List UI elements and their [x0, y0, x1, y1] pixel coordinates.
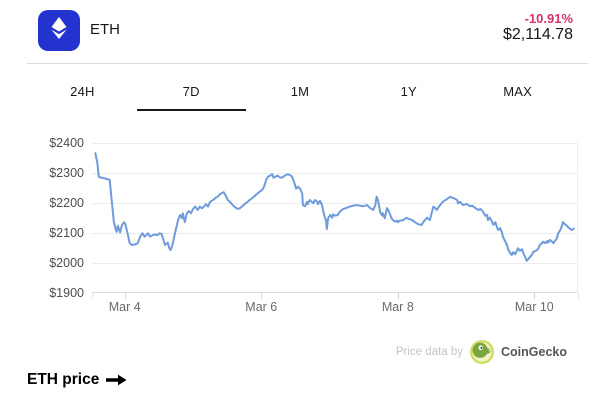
- attribution-brand: CoinGecko: [501, 345, 567, 359]
- x-axis-tick: [124, 293, 126, 299]
- y-axis-label: $2300: [49, 166, 84, 180]
- y-gridline: [92, 173, 578, 174]
- x-axis-edge-tick: [578, 293, 579, 299]
- tab-7d[interactable]: 7D: [136, 80, 246, 111]
- coin-symbol: ETH: [90, 21, 120, 38]
- eth-price-link[interactable]: ETH price: [27, 371, 127, 389]
- tab-1y[interactable]: 1Y: [400, 84, 417, 99]
- x-axis-label: Mar 8: [381, 300, 414, 314]
- x-axis-label: Mar 6: [245, 300, 278, 314]
- x-axis-tick: [261, 293, 263, 299]
- ethereum-icon: [49, 16, 69, 45]
- x-axis-label: Mar 10: [514, 300, 554, 314]
- eth-logo: [38, 10, 80, 51]
- range-tab-bar: 24H 7D 1M 1Y MAX: [28, 80, 572, 111]
- tab-1m[interactable]: 1M: [290, 84, 310, 99]
- x-axis-label: Mar 4: [108, 300, 141, 314]
- eth-price-link-label: ETH price: [27, 371, 100, 388]
- tab-24h[interactable]: 24H: [70, 84, 95, 99]
- y-axis-label: $2100: [49, 226, 84, 240]
- x-axis-edge-tick: [92, 293, 93, 299]
- y-gridline: [92, 263, 578, 264]
- header-divider: [27, 63, 588, 64]
- y-gridline: [92, 203, 578, 204]
- attribution-prefix: Price data by: [395, 346, 463, 358]
- arrow-right-icon: [106, 373, 127, 387]
- coingecko-icon: [470, 340, 494, 364]
- tab-max[interactable]: MAX: [503, 84, 532, 99]
- price-change-percent: -10.91%: [524, 11, 573, 26]
- y-axis-label: $1900: [49, 286, 84, 300]
- x-axis-tick: [534, 293, 536, 299]
- plot-right-border: [577, 143, 578, 293]
- y-gridline: [92, 233, 578, 234]
- y-axis-label: $2000: [49, 256, 84, 270]
- plot-area[interactable]: [92, 143, 578, 293]
- y-gridline: [92, 143, 578, 144]
- x-axis-tick: [397, 293, 399, 299]
- price-line-chart: [94, 152, 575, 262]
- y-gridline: [92, 292, 578, 293]
- coingecko-attribution-link[interactable]: Price data by CoinGecko: [396, 339, 567, 365]
- y-axis-label: $2400: [49, 136, 84, 150]
- y-axis-label: $2200: [49, 196, 84, 210]
- current-price: $2,114.78: [503, 26, 573, 43]
